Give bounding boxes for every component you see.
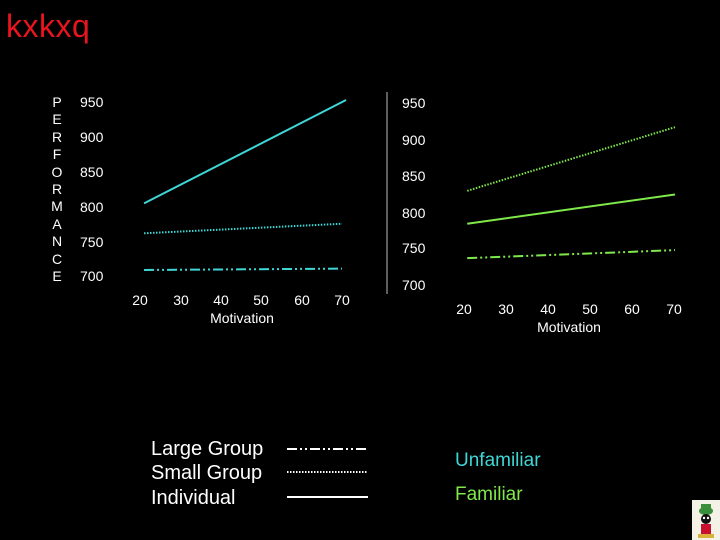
- series-line-large-group: [467, 249, 676, 260]
- y-axis-label-letter: O: [51, 163, 63, 180]
- y-tick-label: 950: [402, 95, 426, 111]
- x-tick-label: 40: [540, 301, 556, 317]
- x-axis-label: Motivation: [537, 319, 601, 335]
- x-tick-label: 40: [213, 292, 229, 308]
- y-tick-label: 750: [402, 240, 426, 256]
- series-line-large-group: [144, 267, 343, 271]
- legend-label-small-group: Small Group: [151, 462, 263, 484]
- y-axis-label-letter: E: [52, 111, 62, 128]
- y-tick-label: 700: [402, 277, 426, 293]
- legend-label-large-group: Large Group: [151, 438, 264, 460]
- y-axis-label-letter: R: [51, 128, 63, 145]
- legend-familiar: Familiar: [455, 484, 523, 505]
- legend-unfamiliar: Unfamiliar: [455, 450, 541, 471]
- y-tick-label: 900: [80, 129, 104, 145]
- x-tick-label: 70: [334, 292, 350, 308]
- x-axis-label: Motivation: [210, 310, 274, 326]
- series-line-individual: [143, 99, 347, 205]
- y-tick-label: 950: [80, 94, 104, 110]
- y-tick-label: 750: [80, 234, 104, 250]
- y-tick-label: 850: [80, 164, 104, 180]
- y-tick-label: 800: [80, 199, 104, 215]
- x-tick-label: 30: [173, 292, 189, 308]
- x-tick-label: 70: [666, 301, 682, 317]
- x-tick-label: 60: [624, 301, 640, 317]
- cartoon-character-icon: [692, 500, 720, 540]
- x-tick-label: 60: [294, 292, 310, 308]
- y-axis-label-letter: N: [51, 233, 63, 250]
- y-tick-label: 700: [80, 268, 104, 284]
- y-axis-label-letter: F: [52, 146, 62, 163]
- y-axis-label-letter: P: [52, 94, 62, 110]
- series-line-small-group: [466, 126, 676, 192]
- x-tick-label: 30: [498, 301, 514, 317]
- y-axis-label-letter: E: [52, 268, 62, 285]
- y-axis-label-letter: C: [51, 250, 63, 267]
- x-tick-label: 50: [253, 292, 269, 308]
- y-axis-label-letter: A: [52, 215, 62, 232]
- x-tick-label: 50: [582, 301, 598, 317]
- y-tick-label: 900: [402, 132, 426, 148]
- series-line-small-group: [143, 222, 343, 235]
- y-tick-label: 800: [402, 205, 426, 221]
- x-tick-label: 20: [132, 292, 148, 308]
- y-tick-label: 850: [402, 168, 426, 184]
- series-line-individual: [467, 193, 676, 225]
- legend-label-individual: Individual: [151, 487, 236, 509]
- slide-title: kxkxq: [6, 8, 91, 44]
- y-axis-label-letter: M: [51, 198, 63, 215]
- x-tick-label: 20: [456, 301, 472, 317]
- y-axis-label-letter: R: [51, 181, 63, 198]
